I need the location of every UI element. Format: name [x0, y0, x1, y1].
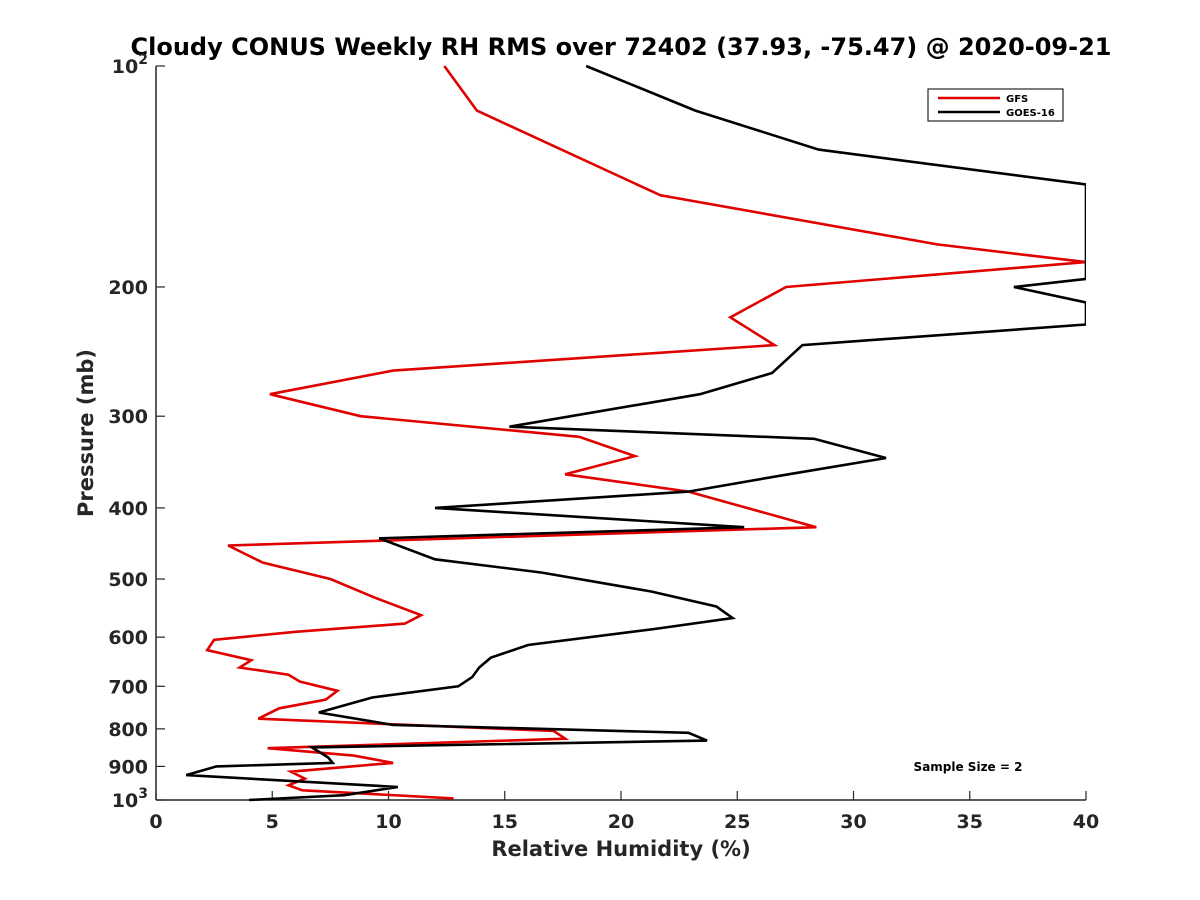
x-tick-label: 5	[266, 811, 279, 833]
x-tick-label: 30	[840, 811, 866, 833]
x-tick-label: 10	[375, 811, 401, 833]
x-tick-label: 0	[149, 811, 162, 833]
sample-size-annotation: Sample Size = 2	[914, 760, 1023, 774]
y-tick-label: 200	[108, 277, 148, 299]
y-tick-label: 900	[108, 756, 148, 778]
legend-entry: GOES-16	[1006, 108, 1055, 119]
legend-entry: GFS	[1006, 94, 1028, 105]
y-axis-label: Pressure (mb)	[74, 349, 98, 517]
y-tick-label: 800	[108, 719, 148, 741]
y-tick-label: 600	[108, 627, 148, 649]
x-tick-label: 40	[1073, 811, 1099, 833]
y-tick-label: 103	[112, 786, 148, 812]
x-tick-label: 35	[957, 811, 983, 833]
legend: GFS GOES-16	[927, 88, 1064, 122]
x-axis-label: Relative Humidity (%)	[491, 837, 750, 861]
y-tick-label: 500	[108, 569, 148, 591]
x-tick-label: 20	[608, 811, 634, 833]
axes: 0 5 10 15 20 25 30 35 40 102 200 300 400 500 600 700 800…	[108, 52, 1099, 833]
y-tick-label: 700	[108, 676, 148, 698]
x-tick-label: 15	[492, 811, 518, 833]
legend-box	[927, 88, 1064, 122]
y-tick-label: 300	[108, 406, 148, 428]
series-line-gfs	[205, 65, 1086, 800]
y-tick-label: 102	[112, 52, 148, 78]
series-lines	[185, 64, 1086, 802]
chart-title: Cloudy CONUS Weekly RH RMS over 72402 (3…	[131, 33, 1112, 61]
y-tick-label: 400	[108, 498, 148, 520]
series-line-goes-16	[185, 64, 1086, 802]
x-tick-label: 25	[724, 811, 750, 833]
